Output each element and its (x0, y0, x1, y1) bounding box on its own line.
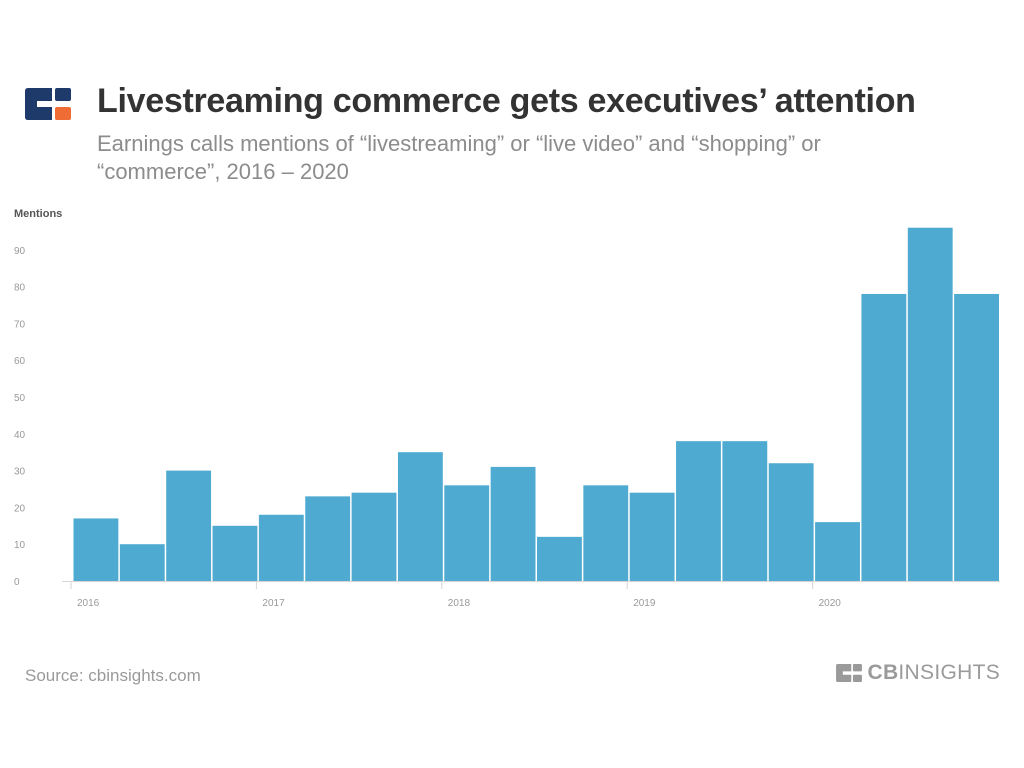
y-tick-label: 70 (14, 319, 26, 330)
y-tick-label: 20 (14, 503, 26, 514)
x-tick-label: 2018 (448, 598, 471, 609)
bar (676, 441, 721, 581)
bar (444, 485, 490, 581)
bar (258, 514, 304, 581)
y-tick-label: 60 (14, 356, 26, 367)
bar (861, 293, 907, 581)
bar (119, 544, 165, 581)
y-tick-label: 0 (14, 577, 20, 588)
bar (768, 463, 814, 581)
bar (815, 522, 860, 581)
bar (537, 536, 582, 581)
bar (583, 485, 629, 581)
chart-title: Livestreaming commerce gets executives’ … (97, 82, 916, 120)
bar (305, 496, 351, 581)
cb-insights-brand-icon (836, 664, 863, 682)
cb-insights-logo-icon (25, 88, 71, 120)
x-tick-label: 2019 (633, 598, 656, 609)
bar-chart: Mentions 0 10 20 30 40 50 60 70 80 90 2016 2017 2018 2… (14, 208, 1000, 609)
bar (73, 518, 119, 581)
y-tick-label: 80 (14, 283, 26, 294)
bar (212, 525, 258, 581)
bar (722, 441, 768, 581)
x-tick-label: 2020 (819, 598, 842, 609)
y-tick-label: 90 (14, 246, 26, 257)
bar (629, 492, 675, 581)
bar (397, 452, 443, 581)
bar (490, 466, 536, 581)
y-tick-label: 40 (14, 430, 26, 441)
y-tick-label: 30 (14, 467, 26, 478)
y-axis-title: Mentions (14, 208, 62, 220)
brand-name-bold: CB (867, 661, 899, 684)
bar (166, 470, 212, 581)
x-tick-label: 2016 (77, 598, 100, 609)
source-note: Source: cbinsights.com (25, 666, 201, 685)
brand-name-light: INSIGHTS (898, 661, 1000, 684)
bar (907, 227, 953, 581)
bar (954, 293, 999, 581)
chart-subtitle: Earnings calls mentions of “livestreamin… (97, 131, 821, 184)
y-tick-label: 10 (14, 540, 26, 551)
y-tick-label: 50 (14, 393, 26, 404)
x-tick-label: 2017 (262, 598, 285, 609)
bar (351, 492, 397, 581)
cb-insights-brand: CB INSIGHTS (835, 660, 1000, 686)
